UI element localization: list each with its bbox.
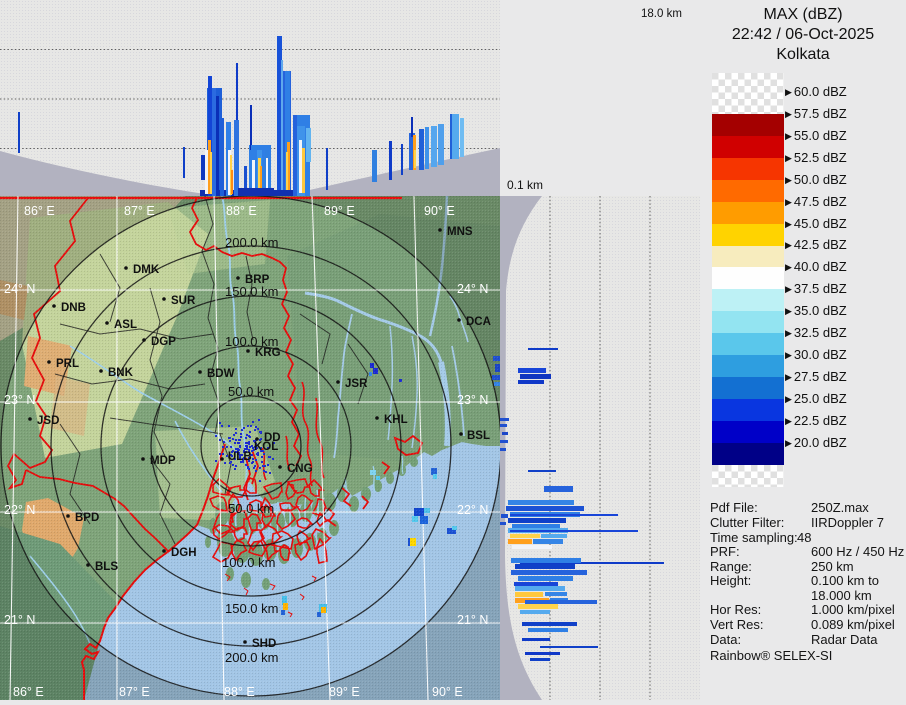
- svg-text:ASL: ASL: [114, 319, 137, 331]
- svg-text:BPD: BPD: [75, 512, 99, 524]
- svg-text:87° E: 87° E: [119, 685, 150, 699]
- svg-text:MDP: MDP: [150, 455, 176, 467]
- svg-text:BLS: BLS: [95, 561, 118, 573]
- svg-text:DGH: DGH: [171, 547, 197, 559]
- svg-text:21° N: 21° N: [457, 613, 488, 627]
- svg-text:150.0 km: 150.0 km: [225, 284, 278, 299]
- svg-text:21° N: 21° N: [4, 613, 35, 627]
- svg-text:90° E: 90° E: [424, 204, 455, 218]
- svg-text:24° N: 24° N: [4, 282, 35, 296]
- svg-text:87° E: 87° E: [124, 204, 155, 218]
- svg-text:BSL: BSL: [467, 430, 490, 442]
- svg-text:SHD: SHD: [252, 638, 276, 650]
- svg-text:90° E: 90° E: [432, 685, 463, 699]
- svg-text:22° N: 22° N: [4, 503, 35, 517]
- svg-text:89° E: 89° E: [329, 685, 360, 699]
- svg-text:50.0 km: 50.0 km: [228, 384, 274, 399]
- svg-text:DD: DD: [264, 432, 281, 444]
- svg-text:150.0 km: 150.0 km: [225, 601, 278, 616]
- svg-text:DMK: DMK: [133, 264, 160, 276]
- svg-text:23° N: 23° N: [457, 393, 488, 407]
- svg-text:200.0 km: 200.0 km: [225, 235, 278, 250]
- svg-text:PRL: PRL: [56, 358, 79, 370]
- svg-text:MNS: MNS: [447, 226, 473, 238]
- svg-text:DNB: DNB: [61, 302, 86, 314]
- svg-text:24° N: 24° N: [457, 282, 488, 296]
- svg-text:200.0 km: 200.0 km: [225, 650, 278, 665]
- svg-text:JSR: JSR: [345, 378, 368, 390]
- svg-text:DGP: DGP: [151, 336, 176, 348]
- svg-text:89° E: 89° E: [324, 204, 355, 218]
- svg-text:22° N: 22° N: [457, 503, 488, 517]
- svg-text:86° E: 86° E: [13, 685, 44, 699]
- svg-text:KRG: KRG: [255, 347, 281, 359]
- svg-text:CNG: CNG: [287, 463, 313, 475]
- svg-text:50.0 km: 50.0 km: [228, 501, 274, 516]
- svg-text:BDW: BDW: [207, 368, 235, 380]
- svg-text:DCA: DCA: [466, 316, 491, 328]
- svg-text:86° E: 86° E: [24, 204, 55, 218]
- svg-text:100.0 km: 100.0 km: [222, 555, 275, 570]
- svg-text:BRP: BRP: [245, 274, 270, 286]
- svg-text:BNK: BNK: [108, 367, 134, 379]
- svg-text:88° E: 88° E: [224, 685, 255, 699]
- svg-text:KHL: KHL: [384, 414, 408, 426]
- svg-text:SUR: SUR: [171, 295, 196, 307]
- svg-text:23° N: 23° N: [4, 393, 35, 407]
- svg-text:KOL: KOL: [254, 441, 278, 453]
- svg-text:88° E: 88° E: [226, 204, 257, 218]
- svg-text:ULB: ULB: [228, 451, 252, 463]
- svg-text:100.0 km: 100.0 km: [225, 334, 278, 349]
- svg-text:JSD: JSD: [37, 415, 59, 427]
